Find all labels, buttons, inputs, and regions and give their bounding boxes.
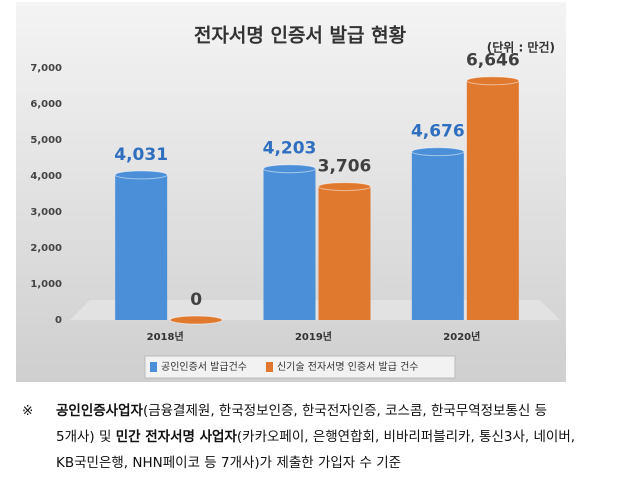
- note-line: 5개사) 및 민간 전자서명 사업자(카카오페이, 은행연합회, 비바리퍼블리카…: [22, 424, 634, 450]
- value-label: 0: [190, 290, 202, 310]
- y-tick-label: 6,000: [30, 99, 62, 110]
- y-tick-label: 2,000: [30, 243, 62, 254]
- bar: [263, 168, 316, 320]
- y-tick-label: 3,000: [30, 207, 62, 218]
- bar: [318, 186, 371, 320]
- value-label: 3,706: [318, 157, 372, 177]
- x-tick-label: 2020년: [443, 330, 480, 343]
- legend-swatch: [265, 362, 273, 372]
- unit-label: (단위 : 만건): [487, 40, 555, 55]
- legend-swatch: [150, 362, 157, 372]
- bar-cap: [169, 315, 223, 325]
- bar-cap: [411, 147, 465, 157]
- legend-box: [144, 355, 456, 379]
- note-symbol: ※: [22, 403, 34, 419]
- note-emphasis: 민간 전자서명 사업자: [115, 429, 237, 445]
- bar-cap: [263, 164, 316, 174]
- note-text: (카카오페이, 은행연합회, 비바리퍼블리카, 통신3사, 네이버,: [236, 429, 576, 445]
- legend-label: 신기술 전자서명 인증서 발급 건수: [277, 361, 419, 373]
- value-label: 4,031: [114, 145, 168, 165]
- x-tick-label: 2018년: [147, 330, 184, 343]
- chart-title: 전자서명 인증서 발급 현황: [194, 24, 407, 47]
- x-tick-label: 2019년: [295, 330, 332, 343]
- note-lines: 공인인증사업자(금융결제원, 한국정보인증, 한국전자인증, 코스콤, 한국무역…: [22, 398, 634, 476]
- y-tick-label: 1,000: [30, 279, 62, 290]
- y-tick-label: 4,000: [30, 171, 62, 182]
- bar-cap: [318, 182, 371, 192]
- note-text: 5개사) 및: [56, 429, 116, 445]
- bar-cap: [466, 76, 520, 86]
- bar: [115, 174, 168, 320]
- note-line: 공인인증사업자(금융결제원, 한국정보인증, 한국전자인증, 코스콤, 한국무역…: [22, 398, 634, 424]
- value-label: 6,646: [466, 51, 520, 71]
- note-text: KB국민은행, NHN페이코 등 7개사)가 제출한 가입자 수 기준: [56, 455, 402, 471]
- note: ※ 공인인증사업자(금융결제원, 한국정보인증, 한국전자인증, 코스콤, 한국…: [22, 398, 634, 476]
- y-tick-label: 0: [55, 315, 62, 326]
- bar-cap: [114, 170, 168, 180]
- note-text: (금융결제원, 한국정보인증, 한국전자인증, 코스콤, 한국무역정보통신 등: [142, 403, 548, 419]
- bar: [411, 151, 464, 320]
- note-line: KB국민은행, NHN페이코 등 7개사)가 제출한 가입자 수 기준: [22, 450, 634, 476]
- note-emphasis: 공인인증사업자: [56, 403, 143, 419]
- bar: [466, 80, 519, 320]
- legend-label: 공인인증서 발급건수: [161, 361, 247, 373]
- y-tick-label: 7,000: [30, 63, 62, 74]
- value-label: 4,676: [411, 122, 465, 142]
- value-label: 4,203: [263, 139, 317, 159]
- chart: 전자서명 인증서 발급 현황 (단위 : 만건) 0 1,000 2,000 3,00…: [16, 2, 566, 382]
- y-tick-label: 5,000: [30, 135, 62, 146]
